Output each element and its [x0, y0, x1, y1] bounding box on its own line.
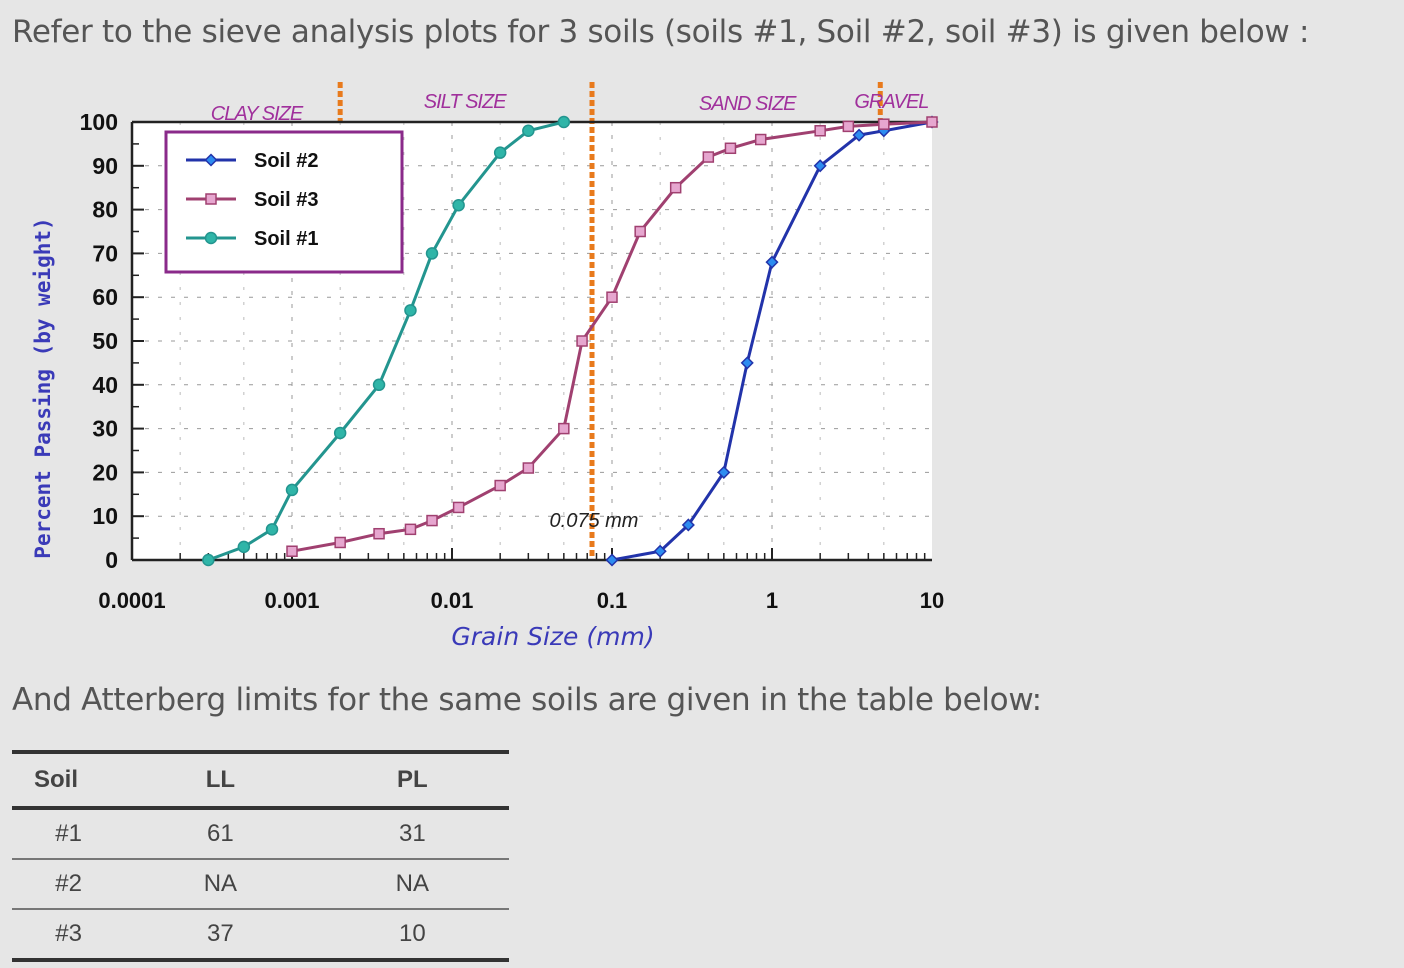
data-point	[681, 518, 695, 532]
data-point	[493, 146, 507, 159]
data-point	[404, 304, 417, 317]
data-point	[852, 128, 866, 142]
legend-label: Soil #2	[254, 150, 318, 172]
x-tick-label: 0.1	[597, 588, 628, 613]
zone-label: GRAVEL	[854, 91, 928, 113]
data-point	[204, 231, 218, 245]
x-tick-label: 0.0001	[98, 588, 165, 613]
series-soil-3	[286, 116, 938, 557]
y-tick-label: 100	[80, 109, 118, 135]
data-point	[702, 151, 715, 163]
data-point	[265, 523, 279, 536]
x-tick-label: 1	[766, 588, 778, 613]
y-tick-label: 20	[92, 459, 118, 485]
y-tick-label: 40	[92, 372, 118, 398]
cell-ll: 37	[125, 909, 316, 962]
zone-label: SAND SIZE	[699, 93, 797, 115]
data-point	[754, 133, 767, 146]
legend-label: Soil #1	[254, 228, 318, 250]
data-point	[813, 159, 827, 173]
zone-label: CLAY SIZE	[211, 103, 304, 125]
size-zone-markers: CLAY SIZE SILT SIZE SAND SIZE GRAVEL 0.075 m…	[211, 82, 929, 560]
data-point	[425, 247, 439, 260]
data-point	[334, 536, 346, 549]
y-tick-label: 30	[92, 416, 118, 442]
data-point	[634, 225, 646, 238]
data-point	[404, 523, 417, 536]
y-tick-label: 50	[92, 328, 118, 354]
data-point	[204, 153, 218, 167]
data-point	[372, 378, 386, 392]
data-point	[237, 540, 251, 554]
cell-pl: 10	[315, 909, 509, 962]
data-point	[452, 198, 465, 212]
data-point	[522, 462, 535, 474]
table-row: #3 37 10	[12, 909, 509, 962]
y-tick-label: 80	[92, 197, 118, 223]
header-ll: LL	[125, 750, 316, 810]
table-row: #2 NA NA	[12, 859, 509, 910]
data-point	[576, 335, 588, 347]
data-point	[605, 553, 619, 567]
intro-text: Refer to the sieve analysis plots for 3 …	[12, 14, 1310, 50]
header-soil: Soil	[12, 750, 126, 810]
x-tick-label: 0.01	[431, 588, 474, 613]
data-point	[373, 527, 385, 540]
cell-soil: #3	[12, 909, 126, 962]
table-row: #1 61 31	[12, 808, 509, 860]
cell-pl: NA	[315, 859, 509, 910]
data-point	[494, 479, 506, 492]
data-point	[653, 544, 667, 558]
annotation-label: 0.075 mm	[550, 510, 639, 532]
data-point	[740, 356, 754, 370]
chart-legend: Soil #2 Soil #3 Soil #1	[164, 130, 404, 274]
data-point	[926, 116, 938, 128]
header-pl: PL	[315, 750, 509, 810]
series-soil-1	[202, 115, 571, 567]
y-tick-label: 90	[92, 153, 118, 179]
table-header-row: Soil LL PL	[12, 750, 509, 810]
data-point	[286, 545, 298, 557]
cell-ll: 61	[125, 808, 316, 860]
data-point	[205, 193, 217, 205]
cell-ll: NA	[125, 859, 316, 910]
chart-series	[202, 115, 939, 567]
data-point	[606, 291, 618, 303]
data-point	[878, 118, 890, 130]
outro-text: And Atterberg limits for the same soils …	[12, 682, 1042, 718]
data-point	[724, 142, 737, 155]
cell-soil: #2	[12, 859, 126, 910]
x-tick-label: 0.001	[264, 588, 319, 613]
data-point	[765, 255, 779, 269]
data-point	[669, 181, 682, 194]
chart-axes: 0 10 20 30 40 50 60 70 80 90 100 0.0001 0.001 0.01 0.1…	[80, 109, 945, 613]
y-axis-label: Percent Passing (by weight)	[31, 217, 55, 558]
data-point	[426, 514, 438, 527]
data-point	[557, 115, 571, 129]
zone-label: SILT SIZE	[424, 91, 507, 113]
data-point	[285, 483, 299, 497]
data-point	[522, 124, 535, 138]
y-tick-label: 10	[92, 503, 118, 529]
data-point	[558, 422, 570, 435]
legend-label: Soil #3	[254, 189, 318, 211]
x-axis-label: Grain Size (mm)	[451, 622, 654, 651]
data-point	[814, 125, 826, 137]
data-point	[452, 501, 465, 514]
data-point	[333, 426, 347, 440]
data-point	[202, 553, 215, 567]
data-point	[842, 120, 855, 133]
atterberg-limits-table: Soil LL PL #1 61 31 #2 NA NA #3 37 10	[12, 750, 509, 962]
y-tick-label: 0	[105, 547, 118, 573]
y-tick-label: 70	[92, 240, 118, 266]
data-point	[717, 465, 731, 479]
cell-pl: 31	[315, 808, 509, 860]
cell-soil: #1	[12, 808, 126, 860]
series-line	[611, 120, 933, 562]
x-tick-label: 10	[920, 588, 944, 613]
sieve-analysis-chart: CLAY SIZE SILT SIZE SAND SIZE GRAVEL 0.075 m…	[31, 82, 945, 651]
y-tick-label: 60	[92, 284, 118, 310]
